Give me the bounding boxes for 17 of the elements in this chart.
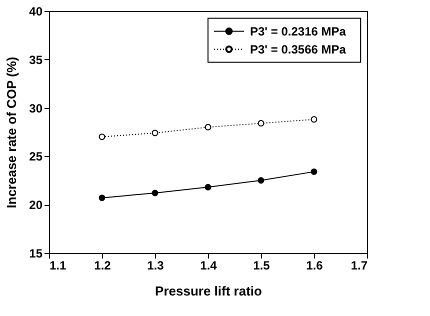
x-tick-label: 1.3: [147, 258, 164, 272]
x-tick-label: 1.6: [306, 258, 324, 272]
y-tick-label: 20: [29, 198, 43, 212]
x-tick-label: 1.5: [253, 258, 270, 272]
y-tick-label: 25: [29, 150, 43, 164]
x-tick-label: 1.4: [200, 258, 218, 272]
x-tick-label: 1.1: [50, 258, 67, 272]
y-tick-label: 15: [29, 246, 43, 260]
y-tick-label: 30: [29, 101, 43, 116]
legend-label: P3' = 0.2316 MPa: [250, 24, 346, 38]
legend-label: P3' = 0.3566 MPa: [250, 42, 346, 56]
x-tick-label: 1.7: [350, 258, 368, 272]
x-axis-title: Pressure lift ratio: [155, 284, 262, 298]
y-tick-label: 40: [29, 4, 43, 18]
x-tick-label: 1.2: [94, 258, 112, 272]
y-axis-title: Increase rate of COP (%): [4, 56, 20, 208]
y-tick-label: 35: [29, 52, 43, 67]
